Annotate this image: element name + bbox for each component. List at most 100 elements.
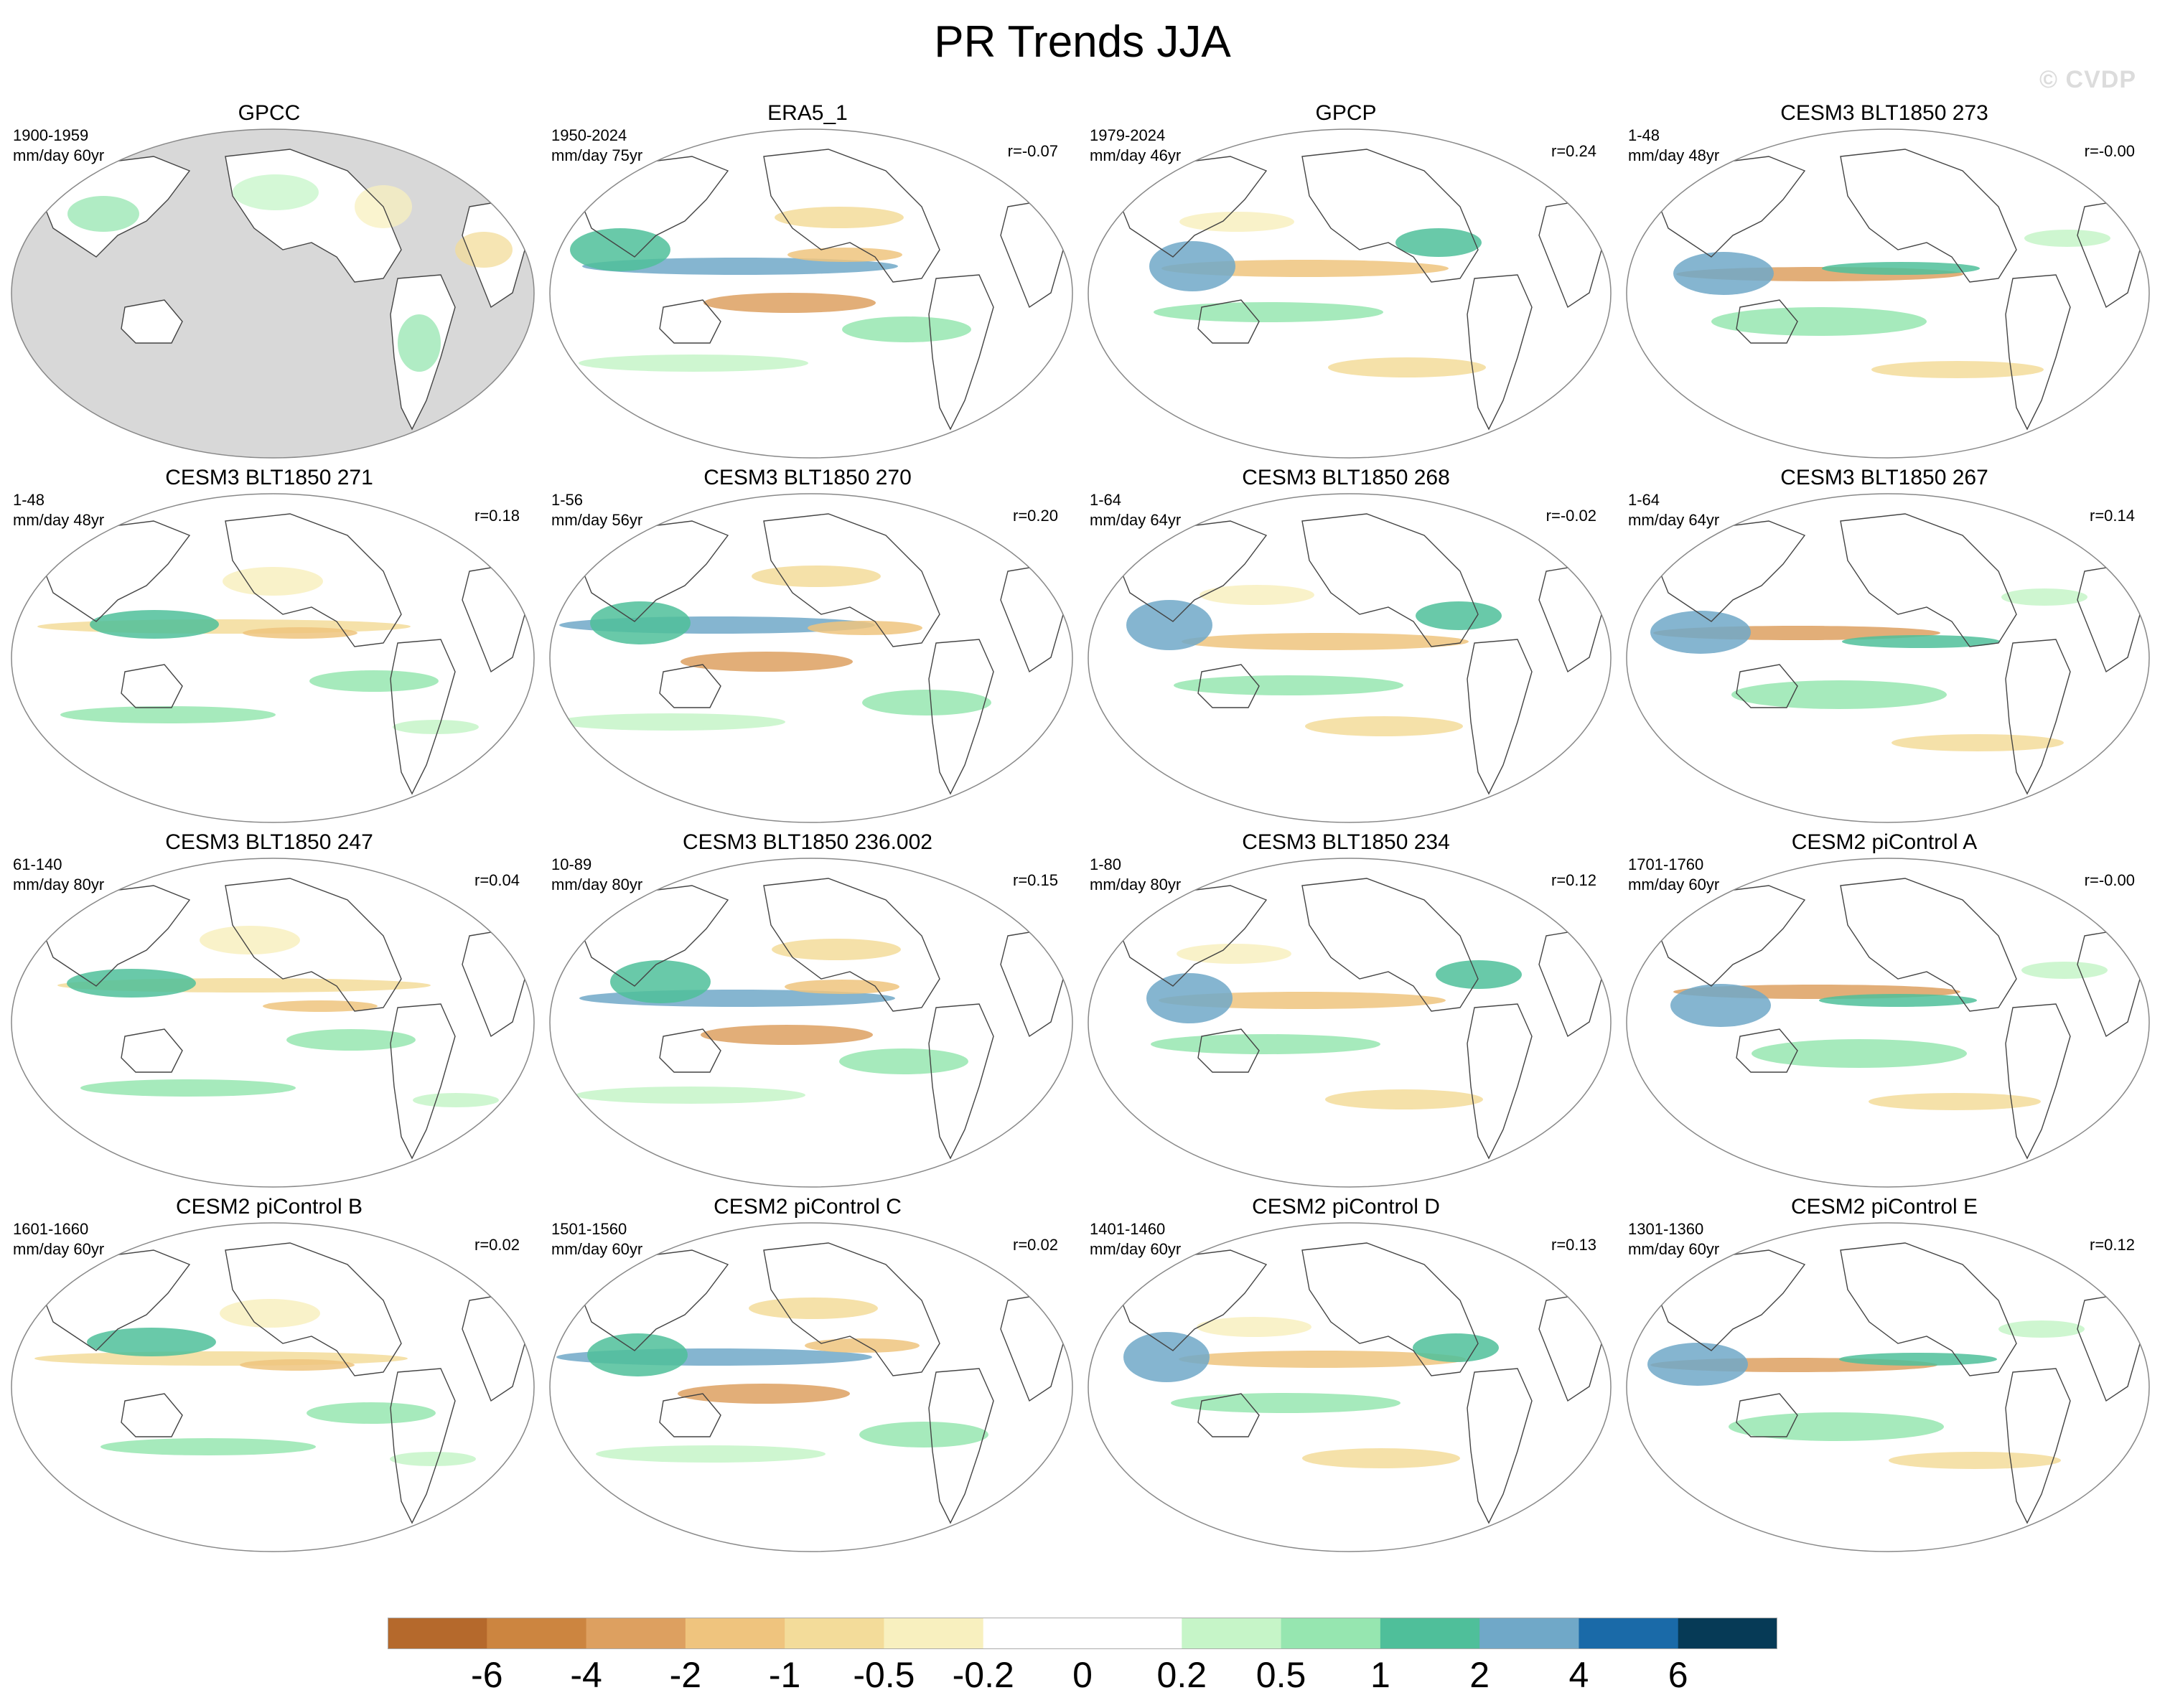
- coastline: [2005, 1368, 2071, 1524]
- trend-blob: [1871, 361, 2044, 378]
- map-panel: CESM2 piControl D 1401-1460 mm/day 60yr r=0…: [1077, 1194, 1615, 1553]
- panel-correlation: r=0.20: [1013, 507, 1058, 525]
- trend-blob: [233, 174, 319, 210]
- map-plot: [11, 493, 535, 823]
- map-plot: [1088, 128, 1612, 459]
- panel-title: CESM3 BLT1850 271: [165, 466, 373, 489]
- trend-blob: [1179, 1351, 1466, 1368]
- trend-blob: [808, 621, 922, 635]
- trend-blob: [1752, 1039, 1967, 1068]
- trend-blob: [60, 706, 276, 723]
- coastline: [763, 878, 940, 1012]
- coastline: [1467, 274, 1533, 431]
- coastline: [38, 156, 191, 258]
- trend-blob: [1842, 635, 2000, 648]
- panel-units: mm/day 64yr: [1090, 511, 1182, 529]
- trend-blob: [1998, 1320, 2085, 1338]
- map-border: [549, 493, 1073, 823]
- trend-blob: [1647, 1343, 1748, 1386]
- colorbar-swatch: [1082, 1618, 1182, 1649]
- panel-correlation: r=0.15: [1013, 871, 1058, 889]
- coastline: [1115, 885, 1268, 987]
- panel-correlation: r=0.04: [474, 871, 520, 889]
- panel-units: mm/day 46yr: [1090, 146, 1182, 164]
- colorbar-frame: [388, 1618, 1777, 1649]
- trend-blob: [1146, 973, 1233, 1023]
- colorbar-swatch: [388, 1618, 487, 1649]
- coastline: [1197, 1028, 1260, 1073]
- trend-blob: [309, 670, 439, 692]
- map-plot: [1088, 858, 1612, 1188]
- colorbar-swatch: [983, 1618, 1083, 1649]
- panel-units: mm/day 56yr: [551, 511, 643, 529]
- trend-blob: [1822, 262, 1980, 275]
- trend-blob: [772, 939, 901, 960]
- panel-correlation: r=0.12: [2090, 1236, 2135, 1254]
- panel-period: 1501-1560: [551, 1220, 627, 1238]
- trend-blob: [413, 1093, 499, 1107]
- map-plot: [11, 858, 535, 1188]
- trend-blob: [1305, 716, 1463, 736]
- panel-title: CESM3 BLT1850 273: [1780, 101, 1988, 125]
- trend-blob: [1711, 307, 1927, 336]
- trend-blob: [862, 690, 991, 715]
- coastline: [121, 299, 183, 344]
- colorbar-tick-label: -2: [669, 1655, 702, 1695]
- trend-blob: [556, 713, 785, 731]
- coastline: [225, 1242, 402, 1376]
- panel-correlation: r=0.14: [2090, 507, 2135, 525]
- trend-blob: [787, 248, 902, 262]
- map-background: [1088, 1223, 1611, 1552]
- colorbar-swatch: [1380, 1618, 1480, 1649]
- panel-units: mm/day 80yr: [551, 876, 643, 893]
- coastline: [390, 639, 456, 795]
- colorbar-swatch: [487, 1618, 587, 1649]
- panel-title: GPCP: [1315, 101, 1377, 125]
- trend-blob: [90, 610, 219, 639]
- map-background: [1627, 129, 2149, 458]
- trend-blob: [1729, 1412, 1944, 1441]
- panel-title: CESM3 BLT1850 267: [1780, 466, 1988, 489]
- colorbar-tick-label: -6: [471, 1655, 503, 1695]
- map-panel: GPCP 1979-2024 mm/day 46yr r=0.24: [1077, 100, 1615, 459]
- coastline: [1653, 156, 1806, 258]
- coastline: [1301, 878, 1479, 1012]
- map-plot: [11, 128, 535, 459]
- colorbar-swatch: [785, 1618, 884, 1649]
- panel-units: mm/day 60yr: [1628, 876, 1720, 893]
- panel-title: GPCC: [238, 101, 301, 125]
- trend-blob: [1869, 1093, 2041, 1110]
- map-panel: CESM2 piControl B 1601-1660 mm/day 60yr r=0…: [0, 1194, 538, 1553]
- panel-period: 1301-1360: [1628, 1220, 1704, 1238]
- map-border: [1626, 1222, 2150, 1552]
- colorbar-tick-label: -4: [570, 1655, 602, 1695]
- coastline: [1115, 520, 1268, 622]
- trend-blob: [1413, 1333, 1499, 1362]
- map-border: [1626, 858, 2150, 1188]
- panel-period: 1-64: [1090, 491, 1122, 509]
- colorbar-tick-label: -0.5: [853, 1655, 915, 1695]
- map-panel: CESM3 BLT1850 234 1-80 mm/day 80yr r=0.12: [1077, 830, 1615, 1188]
- panel-period: 61-140: [13, 855, 62, 873]
- panel-period: 1701-1760: [1628, 855, 1704, 873]
- map-background: [1627, 494, 2149, 822]
- trend-blob: [1819, 994, 1977, 1007]
- map-panel: CESM3 BLT1850 268 1-64 mm/day 64yr r=-0.02: [1077, 465, 1615, 824]
- panel-title: CESM2 piControl D: [1252, 1195, 1440, 1219]
- trend-blob: [805, 1338, 920, 1353]
- coastline: [38, 520, 191, 622]
- land-area: [121, 300, 182, 343]
- map-border: [549, 1222, 1073, 1552]
- colorbar-swatch: [1479, 1618, 1579, 1649]
- trend-blob: [2001, 588, 2087, 606]
- map-background: [11, 1223, 534, 1552]
- colorbar-swatch: [1678, 1618, 1777, 1649]
- panel-correlation: r=-0.02: [1546, 507, 1596, 525]
- coastline: [1197, 1393, 1260, 1437]
- map-background: [1088, 858, 1611, 1187]
- trend-blob: [570, 228, 670, 271]
- coastline: [928, 274, 994, 431]
- coastline: [1736, 664, 1798, 708]
- trend-blob: [286, 1029, 416, 1051]
- map-plot: [11, 1222, 535, 1552]
